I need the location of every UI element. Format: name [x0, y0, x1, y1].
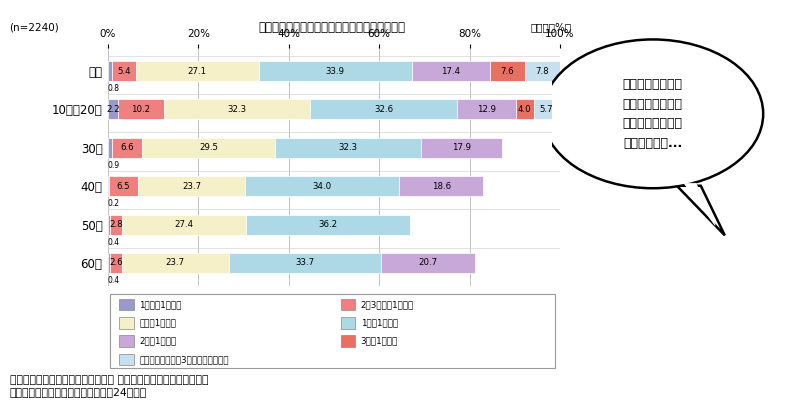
Text: 7.6: 7.6 — [501, 66, 514, 76]
FancyBboxPatch shape — [341, 317, 355, 329]
FancyBboxPatch shape — [119, 335, 134, 347]
Text: 34.0: 34.0 — [313, 182, 332, 191]
Text: 1年に1足程度: 1年に1足程度 — [361, 318, 398, 327]
Bar — [458, 100, 516, 120]
Text: 5.7: 5.7 — [540, 105, 554, 114]
Bar — [525, 61, 560, 81]
Bar — [381, 253, 474, 273]
Text: 0.8: 0.8 — [108, 84, 120, 93]
Bar — [110, 253, 122, 273]
Text: 購入頻度としては3年以上間隔が空く: 購入頻度としては3年以上間隔が空く — [139, 355, 229, 364]
Bar — [108, 214, 110, 234]
FancyBboxPatch shape — [341, 299, 355, 310]
Bar — [109, 176, 138, 196]
Text: 0.9: 0.9 — [108, 161, 120, 170]
Text: 5.4: 5.4 — [117, 66, 130, 76]
Text: 6.5: 6.5 — [117, 182, 130, 191]
Text: (n=2240): (n=2240) — [10, 22, 59, 32]
Bar — [112, 61, 136, 81]
Bar — [136, 61, 258, 81]
Text: 設計ガイドライン」平成24年より: 設計ガイドライン」平成24年より — [10, 387, 147, 397]
Bar — [138, 176, 246, 196]
Text: 3年に1足程度: 3年に1足程度 — [361, 337, 398, 346]
Text: 29.5: 29.5 — [199, 143, 218, 152]
Ellipse shape — [542, 40, 763, 188]
Bar — [142, 138, 275, 158]
Text: 2年に1足程度: 2年に1足程度 — [139, 337, 177, 346]
Bar — [110, 214, 122, 234]
Text: 革靴の購入頻度（男性：ビジネス靴（紐靴））: 革靴の購入頻度（男性：ビジネス靴（紐靴）） — [258, 21, 406, 34]
Bar — [258, 61, 412, 81]
Text: 2.8: 2.8 — [110, 220, 123, 229]
Bar — [164, 100, 310, 120]
Bar — [112, 138, 142, 158]
FancyBboxPatch shape — [110, 294, 555, 368]
Bar — [108, 176, 109, 196]
Bar — [412, 61, 490, 81]
FancyBboxPatch shape — [119, 299, 134, 310]
Text: 18.6: 18.6 — [431, 182, 450, 191]
Text: 0.4: 0.4 — [108, 238, 120, 247]
Bar — [310, 100, 458, 120]
Text: 4.0: 4.0 — [518, 105, 531, 114]
Text: 0.4: 0.4 — [108, 276, 120, 285]
Text: 2.6: 2.6 — [109, 258, 122, 268]
Text: 半年に1足程度: 半年に1足程度 — [139, 318, 176, 327]
Bar — [108, 100, 118, 120]
Text: 36.2: 36.2 — [318, 220, 338, 229]
Text: 7.8: 7.8 — [535, 66, 549, 76]
Bar — [108, 253, 110, 273]
Bar — [246, 176, 399, 196]
Text: 2.2: 2.2 — [106, 105, 120, 114]
Text: 27.1: 27.1 — [188, 66, 207, 76]
Bar — [534, 100, 559, 120]
Bar — [118, 100, 164, 120]
Text: 32.3: 32.3 — [227, 105, 246, 114]
Text: （単位：%）: （単位：%） — [531, 22, 572, 32]
Text: 17.4: 17.4 — [442, 66, 461, 76]
Text: 27.4: 27.4 — [175, 220, 194, 229]
Polygon shape — [677, 186, 725, 235]
Polygon shape — [684, 183, 715, 226]
Bar — [490, 61, 525, 81]
Text: 17.9: 17.9 — [452, 143, 471, 152]
Text: 23.7: 23.7 — [182, 182, 202, 191]
Bar — [275, 138, 422, 158]
Bar — [122, 253, 229, 273]
Text: 32.3: 32.3 — [338, 143, 358, 152]
Text: ほとんどの方が、
３年以内に革靴を
購入しています。
もったいない...: ほとんどの方が、 ３年以内に革靴を 購入しています。 もったいない... — [622, 78, 682, 150]
Text: 0.2: 0.2 — [108, 199, 120, 208]
FancyBboxPatch shape — [119, 317, 134, 329]
Text: 33.9: 33.9 — [326, 66, 345, 76]
Text: 23.7: 23.7 — [166, 258, 185, 268]
Bar — [108, 138, 112, 158]
Text: 32.6: 32.6 — [374, 105, 394, 114]
Text: 10.2: 10.2 — [131, 105, 150, 114]
Text: 33.7: 33.7 — [295, 258, 314, 268]
FancyBboxPatch shape — [119, 354, 134, 365]
Text: 参考資料：経済産業省「経済産業省 足入れの良い革靴の靴型に係る: 参考資料：経済産業省「経済産業省 足入れの良い革靴の靴型に係る — [10, 375, 208, 385]
Text: 12.9: 12.9 — [477, 105, 496, 114]
FancyBboxPatch shape — [341, 335, 355, 347]
Text: 20.7: 20.7 — [418, 258, 438, 268]
Bar — [122, 214, 246, 234]
Bar — [516, 100, 534, 120]
Bar — [399, 176, 483, 196]
Bar — [229, 253, 381, 273]
Bar — [422, 138, 502, 158]
Text: 6.6: 6.6 — [120, 143, 134, 152]
Text: 1ヶ月に1足程度: 1ヶ月に1足程度 — [139, 300, 182, 309]
Bar — [246, 214, 410, 234]
Bar — [108, 61, 112, 81]
Text: 2〜3ヶ月に1足程度: 2〜3ヶ月に1足程度 — [361, 300, 414, 309]
